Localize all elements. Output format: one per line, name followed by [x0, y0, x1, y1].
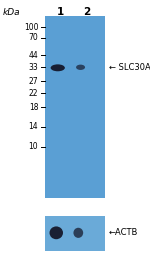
Text: ←ACTB: ←ACTB	[109, 228, 138, 237]
Ellipse shape	[74, 228, 83, 238]
Text: 33: 33	[28, 63, 38, 72]
Text: kDa: kDa	[2, 7, 20, 17]
Ellipse shape	[50, 226, 63, 239]
Text: 70: 70	[28, 33, 38, 42]
Text: 44: 44	[28, 51, 38, 60]
Bar	[45, 216, 105, 251]
Text: 18: 18	[29, 103, 38, 112]
Text: 14: 14	[29, 122, 38, 131]
Text: 10: 10	[29, 142, 38, 151]
Text: 2: 2	[83, 7, 90, 17]
Text: ← SLC30A8: ← SLC30A8	[109, 63, 150, 72]
Bar	[45, 16, 105, 198]
Text: 1: 1	[56, 7, 64, 17]
Ellipse shape	[51, 64, 65, 71]
Text: 100: 100	[24, 23, 38, 32]
Ellipse shape	[76, 65, 85, 70]
Text: 27: 27	[29, 77, 38, 86]
Text: 22: 22	[29, 89, 38, 98]
